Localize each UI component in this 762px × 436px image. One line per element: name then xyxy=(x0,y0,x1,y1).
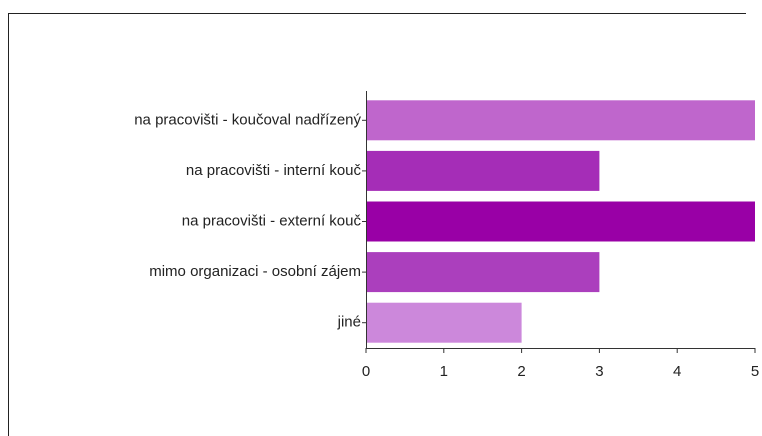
x-tick-label: 1 xyxy=(440,363,448,380)
y-tick-label: na pracovišti - externí kouč xyxy=(182,212,362,229)
bar xyxy=(366,100,755,141)
y-tick-label: na pracovišti - koučoval nadřízený xyxy=(134,111,361,128)
x-tick-label: 3 xyxy=(595,363,603,380)
bar xyxy=(366,201,755,242)
y-tick-label: na pracovišti - interní kouč xyxy=(186,162,362,179)
x-tick-label: 4 xyxy=(673,363,681,380)
bar xyxy=(366,302,522,343)
bar xyxy=(366,252,600,293)
x-tick-label: 5 xyxy=(751,363,759,380)
x-tick-label: 0 xyxy=(362,363,370,380)
y-tick-label: mimo organizaci - osobní zájem xyxy=(149,263,361,280)
bar xyxy=(366,150,600,191)
x-tick-label: 2 xyxy=(517,363,525,380)
y-tick-label: jiné xyxy=(337,314,361,331)
